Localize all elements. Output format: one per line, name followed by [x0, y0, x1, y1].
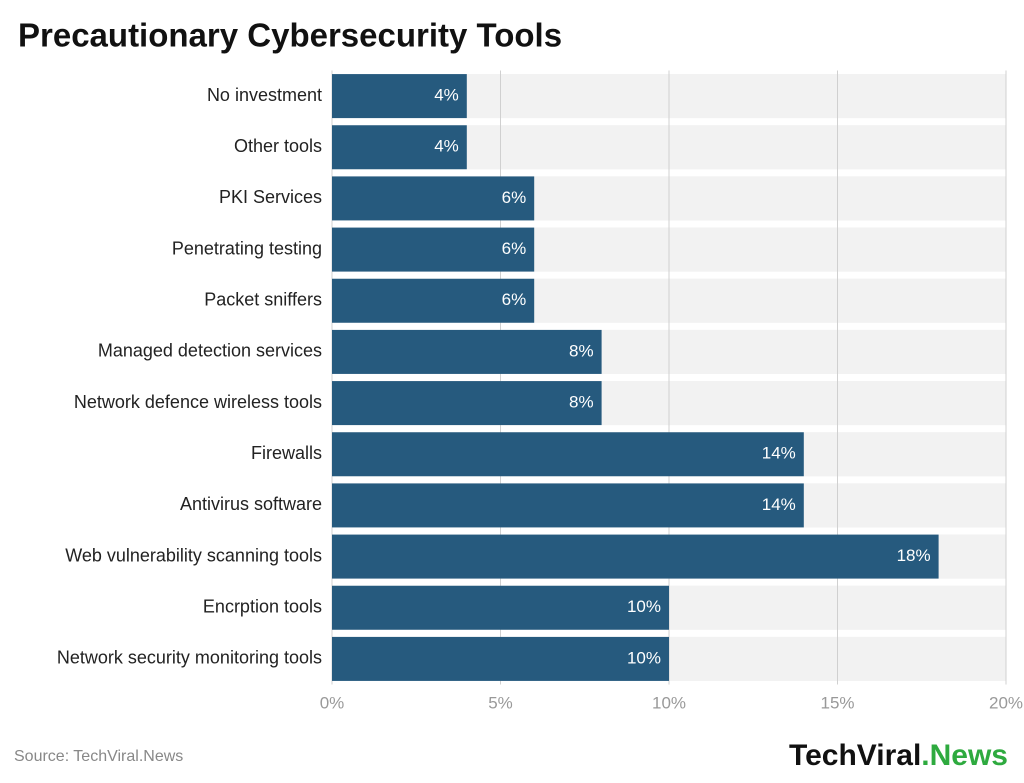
- value-label: 14%: [762, 444, 796, 463]
- value-label: 4%: [434, 137, 459, 156]
- value-label: 4%: [434, 86, 459, 105]
- y-tick-label: Antivirus software: [180, 494, 322, 514]
- value-label: 8%: [569, 341, 594, 360]
- y-tick-label: Network security monitoring tools: [57, 648, 322, 668]
- y-tick-label: Encrption tools: [203, 597, 322, 617]
- bar: [332, 483, 804, 528]
- y-tick-label: Firewalls: [251, 443, 322, 463]
- y-tick-label: Packet sniffers: [204, 290, 322, 310]
- value-label: 8%: [569, 393, 594, 412]
- x-tick-label: 0%: [320, 693, 345, 712]
- y-tick-label: Managed detection services: [98, 341, 322, 361]
- bar: [332, 636, 669, 681]
- value-label: 18%: [897, 546, 931, 565]
- bar: [332, 534, 939, 579]
- y-tick-label: Penetrating testing: [172, 238, 322, 258]
- y-tick-label: Other tools: [234, 136, 322, 156]
- value-label: 10%: [627, 648, 661, 667]
- y-tick-label: No investment: [207, 85, 322, 105]
- logo-main: TechViral: [789, 739, 921, 772]
- bar: [332, 432, 804, 477]
- value-label: 14%: [762, 495, 796, 514]
- y-tick-label: Network defence wireless tools: [74, 392, 322, 412]
- bar: [332, 227, 535, 272]
- value-label: 10%: [627, 597, 661, 616]
- bar: [332, 176, 535, 221]
- bar: [332, 585, 669, 630]
- x-tick-label: 5%: [488, 693, 513, 712]
- chart-title: Precautionary Cybersecurity Tools: [18, 17, 562, 54]
- source: Source: TechViral.News: [14, 748, 183, 765]
- bar: [332, 74, 467, 119]
- y-tick-label: PKI Services: [219, 187, 322, 207]
- x-tick-label: 15%: [820, 693, 854, 712]
- logo-accent: .News: [921, 739, 1008, 772]
- bar: [332, 125, 467, 170]
- y-tick-label: Web vulnerability scanning tools: [65, 545, 322, 565]
- value-label: 6%: [502, 290, 527, 309]
- bar: [332, 329, 602, 374]
- bar: [332, 381, 602, 426]
- value-label: 6%: [502, 239, 527, 258]
- bar: [332, 278, 535, 323]
- x-tick-label: 20%: [989, 693, 1023, 712]
- x-tick-label: 10%: [652, 693, 686, 712]
- value-label: 6%: [502, 188, 527, 207]
- logo: TechViral.News: [789, 739, 1008, 772]
